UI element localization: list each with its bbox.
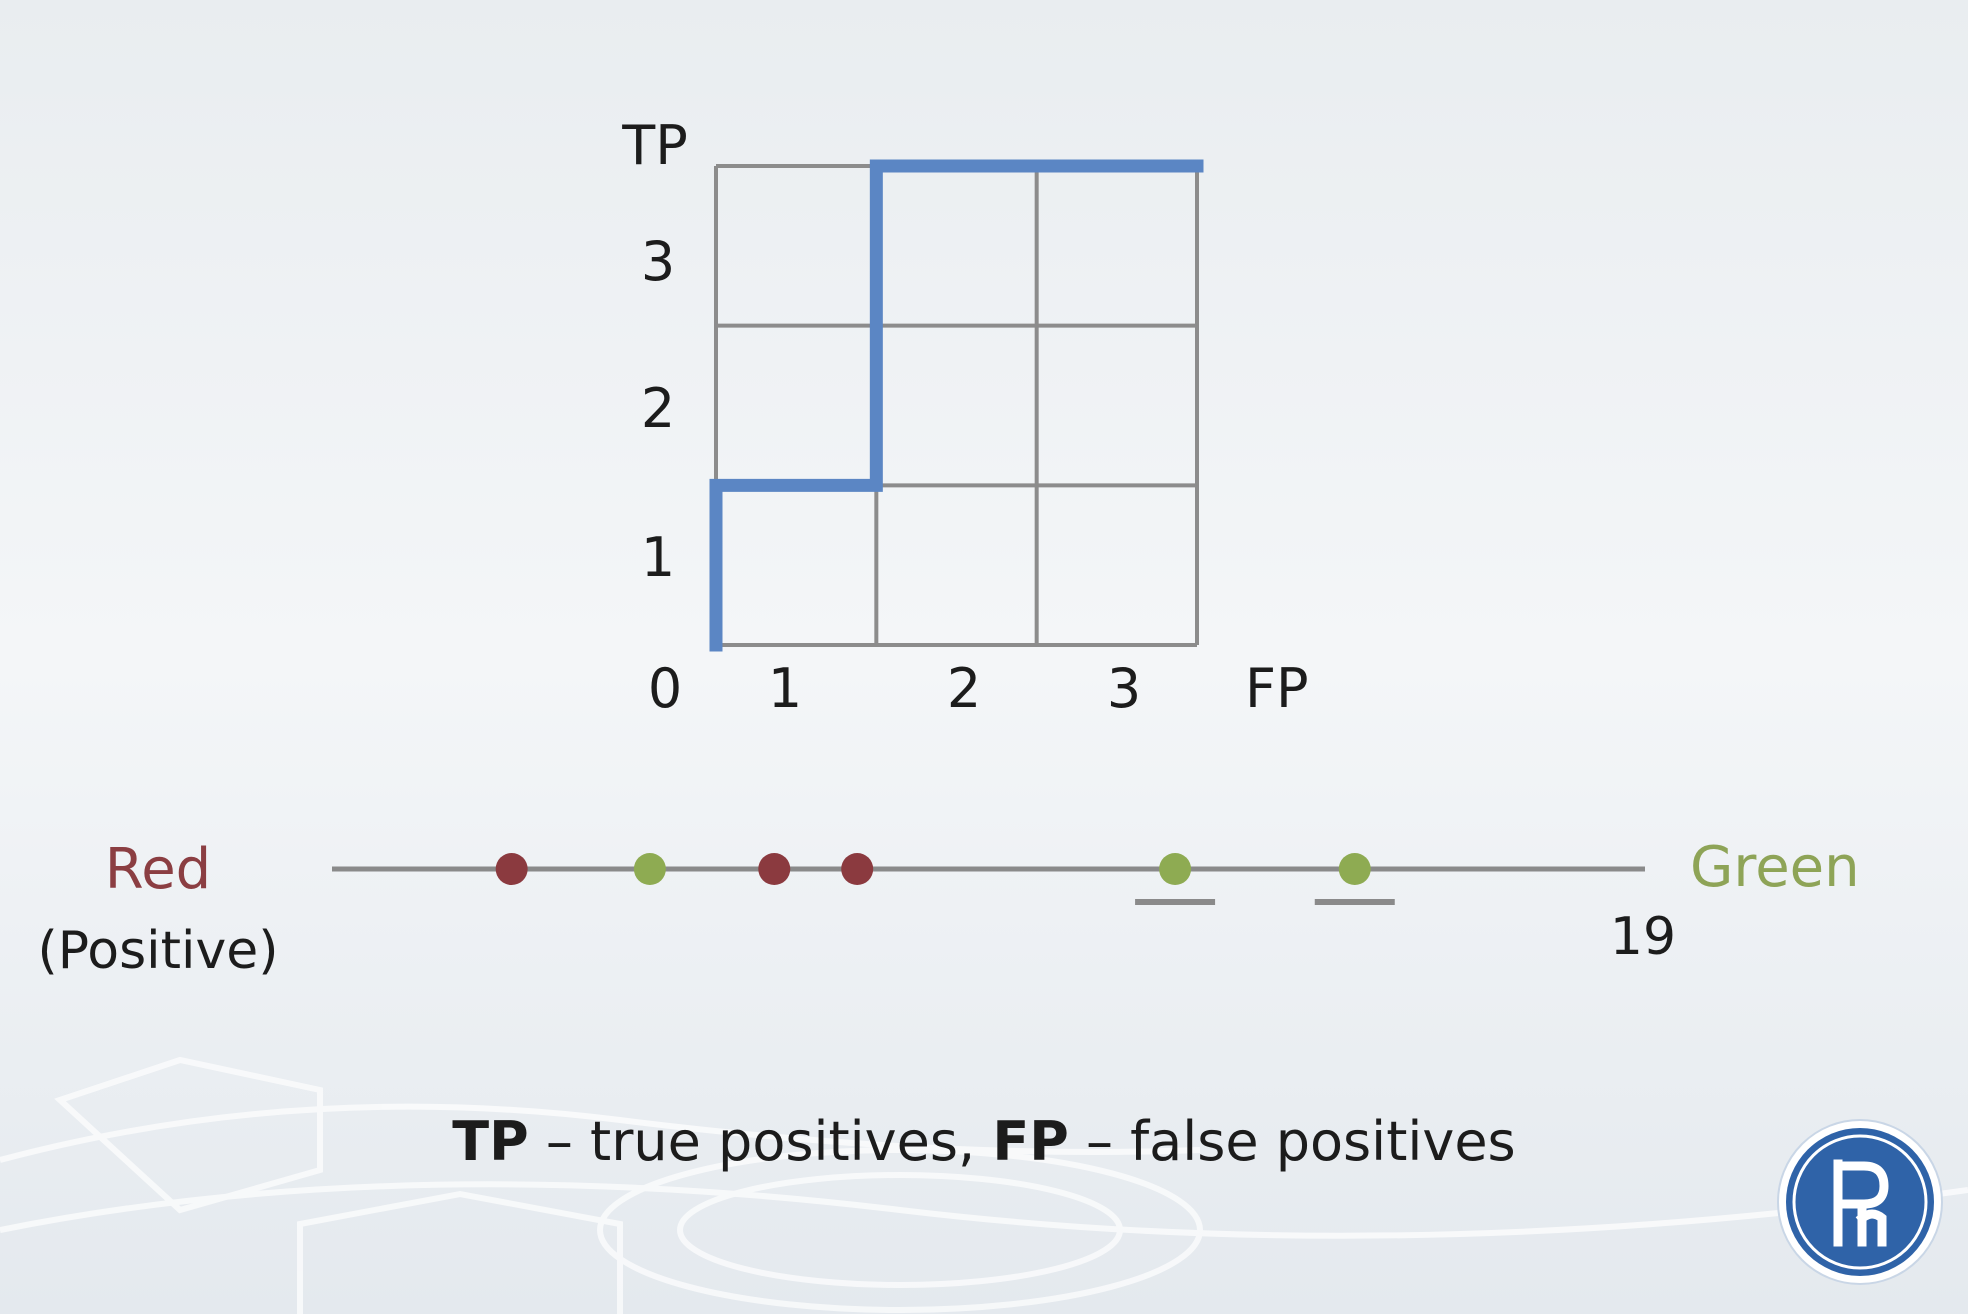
x-tick-label: 1 [768, 657, 802, 720]
caption: TP – true positives, FP – false positive… [0, 1110, 1968, 1173]
green-class-label: Green [1690, 835, 1860, 900]
x-tick-label: 2 [947, 657, 981, 720]
roc-curve [709, 159, 1204, 652]
caption-tp: TP [452, 1110, 529, 1173]
x-axis-label: FP [1245, 657, 1309, 720]
y-tick-labels: 1 2 3 [641, 230, 675, 589]
green-point [1338, 853, 1371, 885]
roc-step-line [709, 159, 1204, 652]
x-tick-labels: 0 1 2 3 [648, 657, 1141, 720]
university-logo [1777, 1119, 1943, 1285]
green-point [633, 853, 666, 885]
y-axis-label: TP [621, 114, 688, 177]
y-tick-label: 1 [641, 526, 675, 589]
y-tick-label: 3 [641, 230, 675, 293]
grid [714, 164, 1199, 647]
positive-label: (Positive) [37, 921, 278, 981]
x-tick-label: 0 [648, 657, 682, 720]
caption-fp-text: – false positives [1068, 1110, 1516, 1173]
red-point [841, 853, 874, 885]
red-point [495, 853, 528, 885]
red-class-label: Red [105, 837, 211, 902]
green-point [1159, 853, 1192, 885]
red-point [758, 853, 791, 885]
y-tick-label: 2 [641, 377, 675, 440]
caption-tp-text: – true positives, [528, 1110, 993, 1173]
number-line-points [495, 853, 1395, 905]
x-tick-label: 3 [1107, 657, 1141, 720]
caption-fp: FP [992, 1110, 1069, 1173]
number-line-end-value: 19 [1610, 907, 1676, 967]
